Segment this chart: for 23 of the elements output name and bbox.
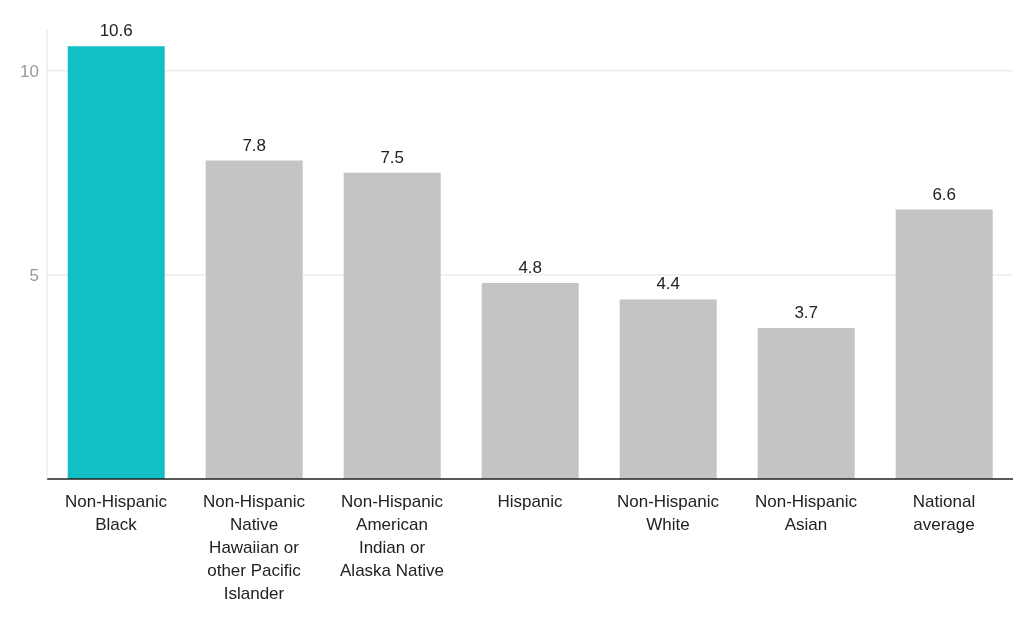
bar: [895, 209, 993, 479]
bar: [619, 299, 717, 479]
x-tick-label: Non-Hispanic American Indian or Alaska Native: [340, 492, 444, 580]
x-tick-label: Hispanic: [497, 492, 564, 511]
bar: [67, 46, 165, 479]
data-label: 3.7: [794, 302, 819, 322]
data-label: 7.8: [242, 135, 267, 155]
x-tick-label: National average: [912, 492, 976, 534]
bar: [757, 327, 855, 479]
data-label: 6.6: [932, 184, 957, 204]
y-tick-label: 10: [20, 61, 39, 81]
data-label: 10.6: [99, 21, 133, 41]
x-tick-label: Non-Hispanic Black: [64, 492, 168, 534]
x-tick-label: Non-Hispanic Asian: [754, 492, 858, 534]
data-label: 7.5: [380, 147, 405, 167]
x-tick-label: Non-Hispanic Native Hawaiian or other Pacific Islander: [202, 492, 306, 603]
data-label: 4.4: [656, 274, 681, 294]
data-label: 4.8: [518, 258, 543, 278]
bar: [343, 172, 441, 479]
x-tick-label: Non-Hispanic White: [616, 492, 720, 534]
bar: [205, 160, 303, 479]
bar: [481, 283, 579, 479]
y-tick-label: 5: [29, 265, 39, 285]
